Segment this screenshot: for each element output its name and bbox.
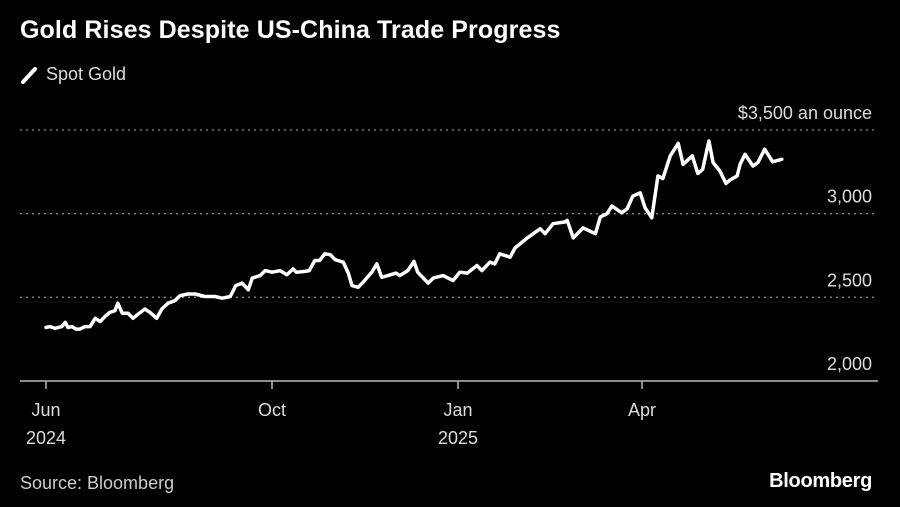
chart-title: Gold Rises Despite US-China Trade Progre… [20, 16, 561, 44]
x-tick-label: Apr [628, 400, 656, 420]
x-tick-sublabel: 2025 [438, 428, 478, 448]
y-tick-label: $3,500 an ounce [738, 103, 872, 123]
y-tick-label: 3,000 [827, 187, 872, 207]
x-tick-label: Jun [31, 400, 60, 420]
line-swatch-icon [21, 66, 37, 84]
bloomberg-logo: Bloomberg [769, 470, 872, 492]
y-tick-label: 2,500 [827, 270, 872, 290]
series-line-spot-gold [44, 139, 784, 331]
x-tick-label: Oct [258, 400, 286, 420]
legend: Spot Gold [20, 64, 126, 85]
x-tick-label: Jan [443, 400, 472, 420]
source-note: Source: Bloomberg [20, 473, 175, 493]
legend-label: Spot Gold [46, 64, 127, 84]
x-tick-sublabel: 2024 [26, 428, 66, 448]
y-tick-label: 2,000 [827, 354, 872, 374]
